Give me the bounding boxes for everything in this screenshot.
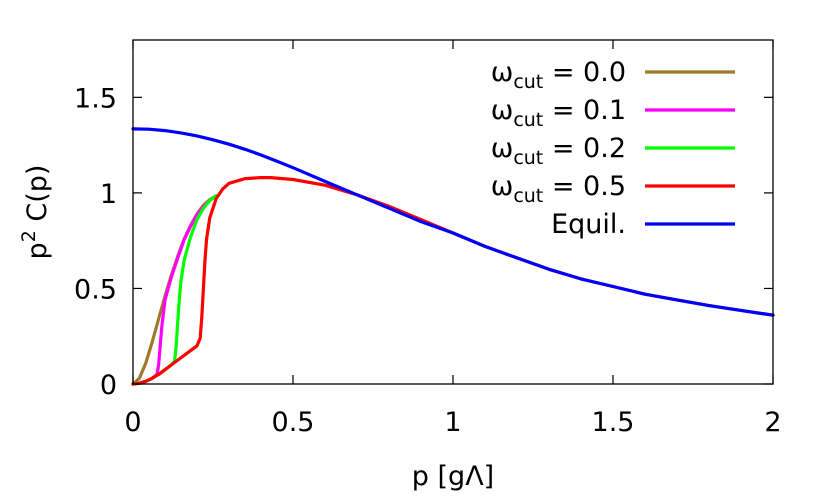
plot-frame (132, 39, 774, 385)
y-axis-label-rest: C(p) (22, 165, 53, 231)
legend-label: ωcut = 0.0 (491, 57, 626, 93)
x-tick-label: 0.5 (272, 407, 315, 438)
y-tick-label: 1 (100, 179, 117, 210)
y-tick-label: 0 (100, 370, 117, 401)
ticks: 0 0.5 1 1.5 2 0 0.5 1 1.5 (74, 40, 782, 438)
series-line-4 (131, 127, 775, 317)
x-tick-label: 2 (764, 407, 781, 438)
y-axis-label: p2 C(p) (18, 165, 53, 260)
plot-border (132, 39, 774, 385)
legend-label: ωcut = 0.2 (491, 133, 626, 169)
y-axis-label-base: p (22, 242, 53, 259)
y-axis-label-sup: 2 (18, 230, 40, 242)
series-layer (131, 127, 775, 386)
legend-item: ωcut = 0.1 (491, 95, 735, 131)
y-tick-label: 1.5 (74, 83, 117, 114)
legend-label: ωcut = 0.1 (491, 95, 626, 131)
legend-item: Equil. (551, 209, 735, 240)
legend-item: ωcut = 0.2 (491, 133, 735, 169)
legend-label: Equil. (551, 209, 626, 240)
y-tick-label: 0.5 (74, 274, 117, 305)
legend-item: ωcut = 0.5 (491, 171, 735, 207)
x-tick-label: 1.5 (592, 407, 635, 438)
x-tick-label: 1 (444, 407, 461, 438)
x-tick-label: 0 (124, 407, 141, 438)
legend-item: ωcut = 0.0 (491, 57, 735, 93)
series-line-3 (131, 176, 775, 386)
legend-label: ωcut = 0.5 (491, 171, 626, 207)
x-axis-label: p [gΛ] (412, 461, 494, 492)
